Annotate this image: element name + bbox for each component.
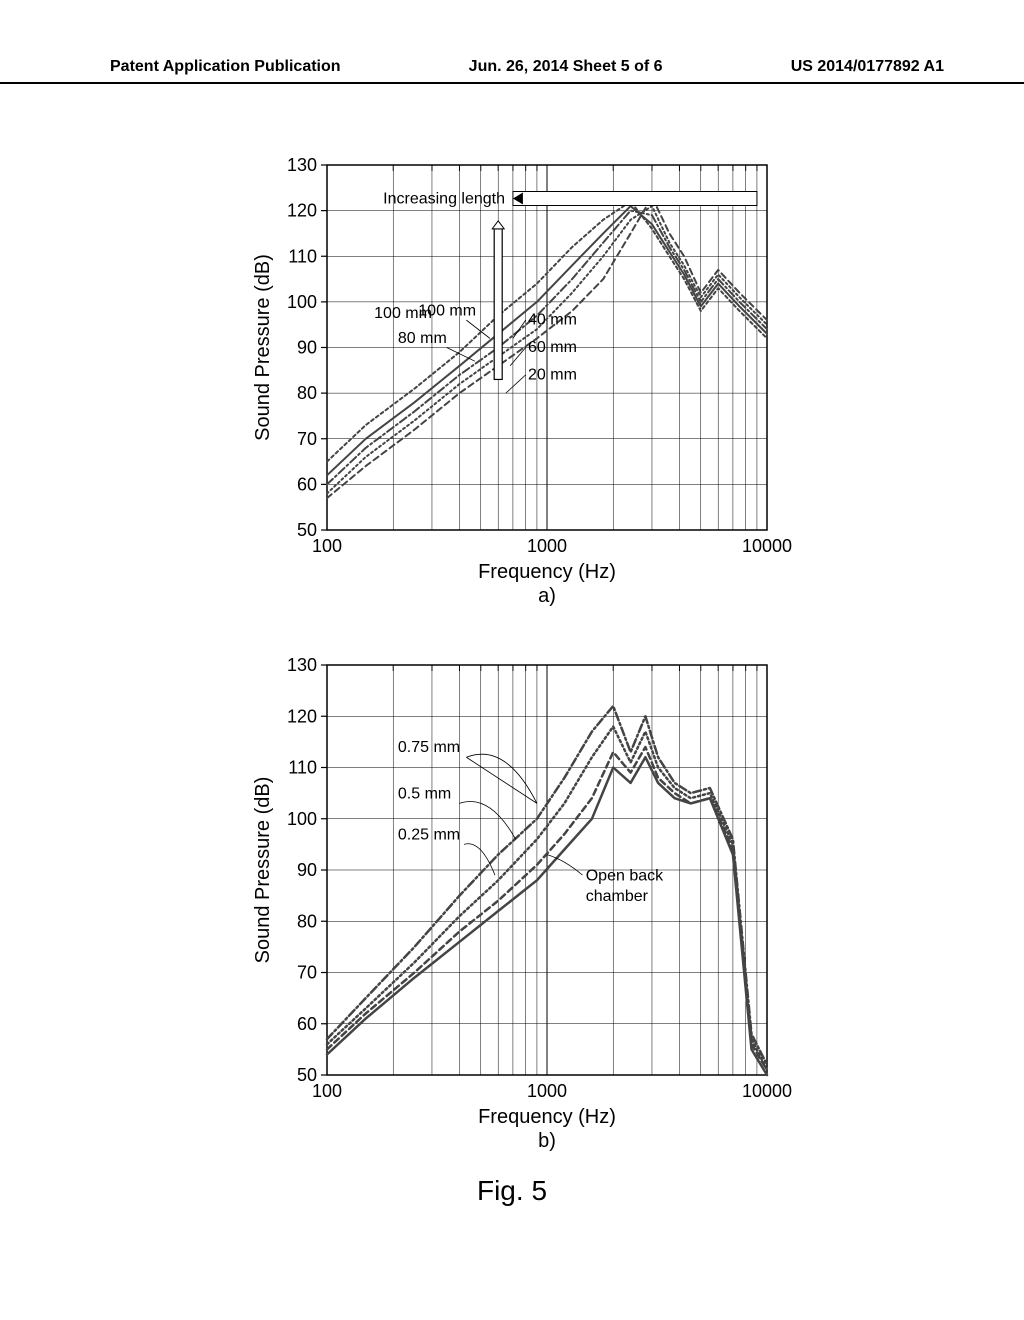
svg-text:10000: 10000 <box>742 1081 792 1101</box>
svg-text:100: 100 <box>312 1081 342 1101</box>
svg-text:60: 60 <box>297 1014 317 1034</box>
svg-text:100: 100 <box>287 292 317 312</box>
svg-text:Open back: Open back <box>586 867 664 884</box>
svg-text:Sound Pressure (dB): Sound Pressure (dB) <box>252 254 274 441</box>
header-left: Patent Application Publication <box>110 58 341 76</box>
svg-text:80: 80 <box>297 911 317 931</box>
svg-text:40 mm: 40 mm <box>528 312 577 329</box>
svg-text:100: 100 <box>287 809 317 829</box>
chart-a: 5060708090100110120130100100010000Freque… <box>232 150 792 620</box>
svg-text:130: 130 <box>287 655 317 675</box>
page-header: Patent Application Publication Jun. 26, … <box>0 58 1024 84</box>
figure-label: Fig. 5 <box>477 1175 547 1207</box>
svg-text:110: 110 <box>288 758 317 778</box>
svg-text:100 mm: 100 mm <box>418 303 476 320</box>
svg-text:60 mm: 60 mm <box>528 339 577 356</box>
svg-text:chamber: chamber <box>586 888 649 905</box>
svg-text:70: 70 <box>297 429 317 449</box>
svg-text:Frequency (Hz): Frequency (Hz) <box>478 561 616 583</box>
svg-text:1000: 1000 <box>527 1081 567 1101</box>
svg-text:1000: 1000 <box>527 536 567 556</box>
svg-text:20 mm: 20 mm <box>528 366 577 383</box>
svg-text:100: 100 <box>312 536 342 556</box>
svg-text:80: 80 <box>297 383 317 403</box>
svg-text:10000: 10000 <box>742 536 792 556</box>
svg-text:Sound Pressure (dB): Sound Pressure (dB) <box>252 777 274 964</box>
svg-text:80 mm: 80 mm <box>398 330 447 347</box>
svg-text:Increasing length: Increasing length <box>383 191 505 208</box>
svg-text:60: 60 <box>297 474 317 494</box>
svg-text:90: 90 <box>297 338 317 358</box>
svg-text:0.75 mm: 0.75 mm <box>398 739 460 756</box>
svg-text:b): b) <box>538 1130 556 1152</box>
svg-text:120: 120 <box>287 201 317 221</box>
svg-text:120: 120 <box>287 706 317 726</box>
header-center: Jun. 26, 2014 Sheet 5 of 6 <box>469 58 663 76</box>
svg-text:Frequency (Hz): Frequency (Hz) <box>478 1106 616 1128</box>
svg-text:0.25 mm: 0.25 mm <box>398 826 460 843</box>
svg-text:0.5 mm: 0.5 mm <box>398 785 451 802</box>
chart-b: 5060708090100110120130100100010000Freque… <box>232 650 792 1170</box>
svg-text:130: 130 <box>287 155 317 175</box>
header-right: US 2014/0177892 A1 <box>791 58 944 76</box>
svg-text:a): a) <box>538 585 556 607</box>
svg-text:110: 110 <box>288 246 317 266</box>
svg-text:90: 90 <box>297 860 317 880</box>
svg-text:70: 70 <box>297 963 317 983</box>
